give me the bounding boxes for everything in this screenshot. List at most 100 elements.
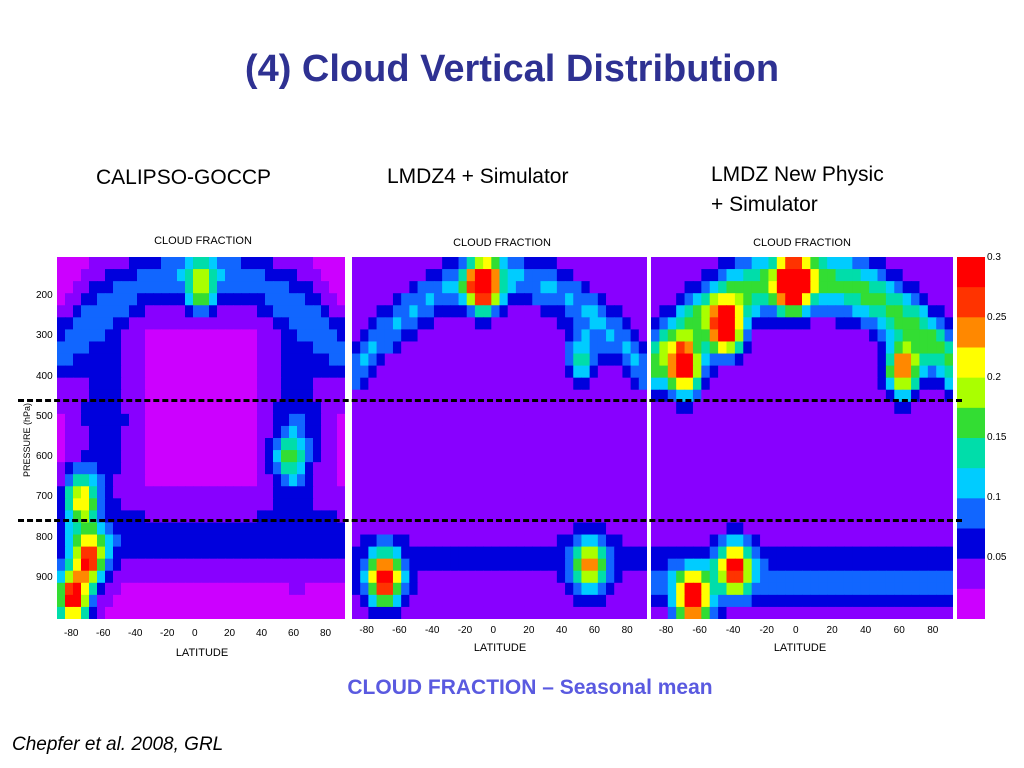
heatmap-cell: [257, 450, 266, 463]
heatmap-cell: [499, 522, 509, 536]
heatmap-cell: [793, 413, 803, 427]
heatmap-cell: [321, 425, 330, 439]
heatmap-cell: [209, 594, 218, 608]
heatmap-cell: [818, 438, 828, 451]
heatmap-cell: [137, 498, 146, 511]
heatmap-cell: [73, 329, 82, 343]
heatmap-cell: [802, 317, 811, 330]
heatmap-cell: [718, 269, 728, 282]
heatmap-cell: [57, 558, 66, 572]
heatmap-cell: [630, 341, 640, 355]
heatmap-cell: [297, 534, 306, 548]
heatmap-cell: [614, 474, 624, 487]
heatmap-cell: [651, 558, 660, 572]
heatmap-cell: [651, 425, 660, 439]
heatmap-cell: [121, 353, 130, 367]
heatmap-cell: [768, 305, 778, 318]
heatmap-cell: [667, 486, 677, 499]
heatmap-cell: [902, 401, 912, 415]
heatmap-cell: [466, 438, 476, 451]
heatmap-cell: [701, 389, 711, 403]
heatmap-cell: [515, 546, 525, 560]
heatmap-cell: [483, 522, 492, 536]
heatmap-cell: [169, 329, 178, 343]
heatmap-cell: [802, 522, 811, 536]
heatmap-cell: [442, 510, 451, 524]
heatmap-cell: [57, 450, 66, 463]
heatmap-cell: [556, 498, 566, 511]
heatmap-cell: [684, 341, 694, 355]
heatmap-cell: [726, 438, 736, 451]
heatmap-cell: [401, 257, 410, 270]
heatmap-cell: [894, 365, 904, 379]
heatmap-cell: [726, 450, 736, 463]
heatmap-cell: [944, 486, 953, 499]
heatmap-cell: [209, 293, 218, 306]
heatmap-cell: [225, 510, 234, 524]
heatmap-cell: [630, 257, 640, 270]
heatmap-cell: [606, 486, 615, 499]
heatmap-cell: [337, 341, 345, 355]
heatmap-cell: [869, 606, 879, 619]
heatmap-cell: [442, 329, 451, 343]
heatmap-cell: [548, 413, 558, 427]
heatmap-cell: [835, 546, 845, 560]
heatmap-cell: [273, 498, 282, 511]
heatmap-cell: [651, 450, 660, 463]
heatmap-cell: [193, 486, 202, 499]
heatmap-cell: [209, 353, 218, 367]
heatmap-cell: [843, 558, 853, 572]
heatmap-cell: [507, 474, 517, 487]
heatmap-cell: [249, 450, 258, 463]
heatmap-cell: [233, 438, 242, 451]
heatmap-cell: [802, 257, 811, 270]
heatmap-cell: [433, 257, 443, 270]
heatmap-cell: [321, 570, 330, 584]
heatmap-cell: [944, 474, 953, 487]
heatmap-cell: [169, 317, 178, 330]
heatmap-cell: [417, 558, 427, 572]
heatmap-cell: [507, 450, 517, 463]
heatmap-cell: [606, 438, 615, 451]
heatmap-cell: [321, 317, 330, 330]
heatmap-cell: [297, 341, 306, 355]
heatmap-cell: [556, 305, 566, 318]
heatmap-cell: [401, 317, 410, 330]
heatmap-cell: [233, 606, 242, 619]
heatmap-cell: [659, 317, 669, 330]
heatmap-cell: [313, 341, 322, 355]
heatmap-cell: [217, 353, 226, 367]
heatmap-cell: [433, 425, 443, 439]
heatmap-cell: [233, 570, 242, 584]
heatmap-cell: [540, 474, 550, 487]
heatmap-cell: [217, 269, 226, 282]
heatmap-cell: [297, 353, 306, 367]
heatmap-cell: [73, 546, 82, 560]
heatmap-cell: [919, 377, 929, 391]
heatmap-cell: [442, 365, 451, 379]
heatmap-cell: [89, 594, 98, 608]
heatmap-cell: [466, 317, 476, 330]
heatmap-cell: [105, 606, 114, 619]
heatmap-cell: [392, 558, 402, 572]
heatmap-cell: [540, 425, 550, 439]
heatmap-cell: [581, 305, 591, 318]
heatmap-cell: [329, 305, 338, 318]
heatmap-cell: [810, 305, 820, 318]
heatmap-cell: [734, 486, 744, 499]
heatmap-cell: [540, 341, 550, 355]
heatmap-cell: [911, 594, 921, 608]
heatmap-cell: [273, 377, 282, 391]
heatmap-cell: [161, 329, 170, 343]
heatmap-cell: [919, 534, 929, 548]
heatmap-cell: [217, 594, 226, 608]
heatmap-cell: [667, 401, 677, 415]
x-tick-label: 20: [523, 625, 535, 636]
heatmap-cell: [827, 413, 837, 427]
heatmap-cell: [73, 365, 82, 379]
heatmap-cell: [785, 377, 795, 391]
heatmap-cell: [581, 606, 591, 619]
heatmap-cell: [321, 389, 330, 403]
heatmap-cell: [321, 498, 330, 511]
heatmap-cell: [630, 329, 640, 343]
